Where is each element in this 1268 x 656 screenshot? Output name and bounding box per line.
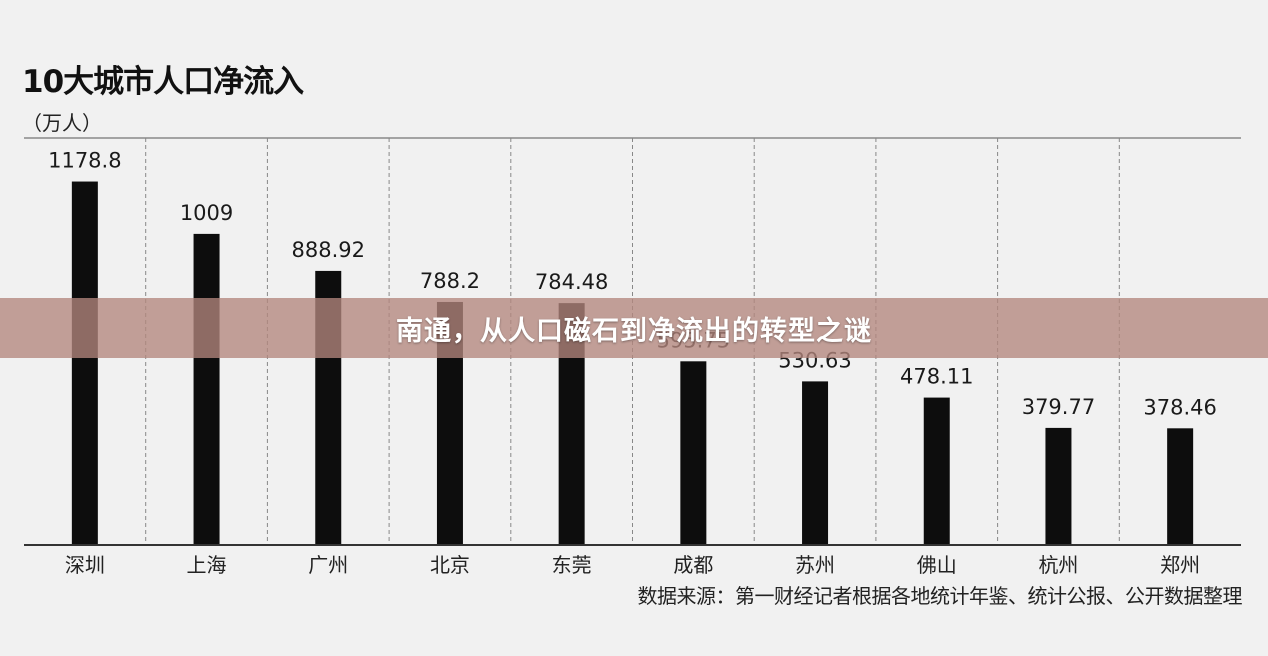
bar: [193, 233, 220, 545]
bar: [680, 361, 707, 545]
category-label: 成都: [673, 553, 713, 577]
data-label: 378.46: [1143, 395, 1216, 419]
data-label: 478.11: [900, 365, 973, 389]
bar: [71, 181, 98, 545]
data-label: 1178.8: [48, 149, 121, 173]
source-note: 数据来源：第一财经记者根据各地统计年鉴、统计公报、公开数据整理: [637, 584, 1243, 608]
chart-title: 10大城市人口净流入: [22, 64, 304, 100]
data-label: 1009: [180, 201, 233, 225]
category-label: 郑州: [1160, 553, 1200, 577]
data-label: 888.92: [292, 238, 365, 262]
category-label: 上海: [187, 553, 227, 577]
bar: [923, 397, 950, 545]
bar: [1167, 428, 1194, 545]
category-label: 苏州: [795, 553, 835, 577]
category-label: 北京: [430, 553, 470, 577]
bar: [1045, 427, 1072, 545]
category-label: 深圳: [65, 553, 105, 577]
caption-text: 南通，从人口磁石到净流出的转型之谜: [396, 315, 872, 347]
data-label: 379.77: [1022, 395, 1095, 419]
category-label: 佛山: [917, 553, 957, 577]
bar: [802, 381, 829, 545]
data-label: 788.2: [420, 269, 480, 293]
category-label: 杭州: [1038, 553, 1078, 577]
category-label: 东莞: [552, 553, 592, 577]
data-label: 784.48: [535, 270, 608, 294]
caption-banner: 南通，从人口磁石到净流出的转型之谜: [0, 298, 1268, 358]
category-label: 广州: [308, 553, 348, 577]
unit-label: （万人）: [22, 111, 102, 135]
